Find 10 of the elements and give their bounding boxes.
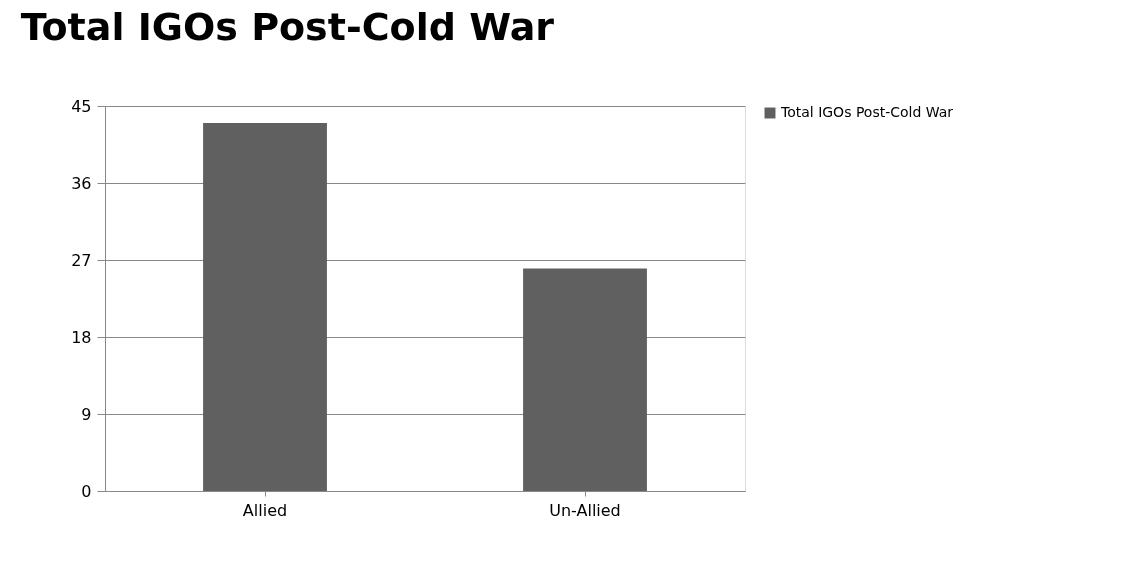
y-tick-label: 36 — [71, 173, 92, 193]
legend-label: Total IGOs Post-Cold War — [780, 104, 954, 120]
chart-title: Total IGOs Post-Cold War — [20, 5, 555, 49]
y-tick-label: 9 — [81, 404, 92, 424]
x-tick-label: Un-Allied — [549, 500, 621, 520]
y-tick-label: 45 — [71, 96, 92, 116]
y-tick-label: 18 — [71, 327, 92, 347]
x-tick-label: Allied — [242, 500, 288, 520]
y-tick-label: 0 — [81, 481, 92, 501]
y-tick-label: 27 — [71, 250, 92, 270]
